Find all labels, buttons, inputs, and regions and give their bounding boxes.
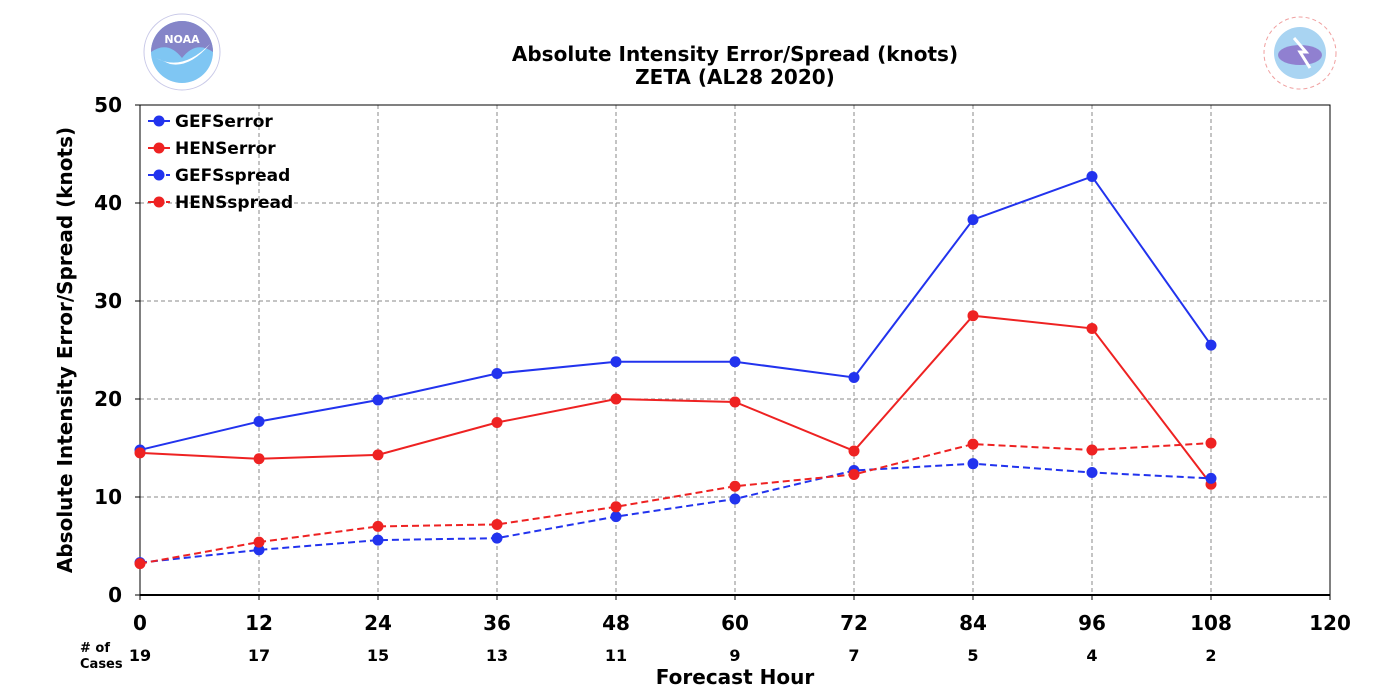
data-point [729, 493, 741, 505]
x-tick-label: 0 [133, 611, 147, 635]
x-tick-label: 60 [721, 611, 749, 635]
series-HENSerror [134, 310, 1217, 490]
svg-text:NOAA: NOAA [164, 33, 200, 46]
cases-label-line2: Cases [80, 657, 123, 672]
y-axis-label: Absolute Intensity Error/Spread (knots) [53, 127, 77, 573]
data-point [967, 310, 979, 322]
cases-row: 19 17 15 13 11 9 7 5 4 2 [129, 646, 1217, 665]
legend: GEFSerror HENSerror GEFSspread HENSspread [148, 112, 293, 213]
legend-item: GEFSspread [148, 166, 290, 186]
data-point [967, 458, 979, 470]
series-HENSspread [134, 437, 1217, 570]
y-tick-label: 30 [94, 289, 122, 313]
x-tick-label: 84 [959, 611, 987, 635]
data-point [729, 480, 741, 492]
x-tick-label: 108 [1190, 611, 1232, 635]
case-count: 2 [1205, 646, 1216, 665]
data-point [967, 214, 979, 226]
data-point [610, 501, 622, 513]
series-line [139, 462, 1212, 564]
legend-label: HENSerror [175, 139, 276, 159]
data-point [848, 468, 860, 480]
data-point [253, 544, 265, 556]
case-count: 9 [729, 646, 740, 665]
y-tick-label: 40 [94, 191, 122, 215]
data-point [372, 520, 384, 532]
legend-item: HENSspread [148, 193, 293, 213]
legend-swatch-marker [153, 169, 165, 181]
case-count: 13 [486, 646, 508, 665]
y-ticks: 0 10 20 30 40 50 [94, 93, 140, 607]
data-point [610, 356, 622, 368]
y-tick-label: 50 [94, 93, 122, 117]
x-tick-label: 120 [1309, 611, 1351, 635]
data-point [848, 371, 860, 383]
data-point [134, 558, 146, 570]
series-GEFSerror [134, 171, 1217, 456]
data-point [1086, 467, 1098, 478]
chart-title: Absolute Intensity Error/Spread (knots) [512, 42, 958, 66]
y-tick-label: 20 [94, 387, 122, 411]
x-tick-label: 96 [1078, 611, 1106, 635]
series-line [139, 175, 1212, 451]
y-tick-label: 0 [108, 583, 122, 607]
data-point [491, 417, 503, 429]
data-point [1086, 322, 1098, 334]
noaa-logo: NOAA [143, 13, 221, 91]
data-point [372, 394, 384, 406]
legend-swatch-marker [153, 196, 165, 208]
legend-swatch-marker [153, 142, 165, 154]
x-ticks: 0 12 24 36 48 60 72 84 96 108 120 [133, 595, 1351, 635]
data-point [1086, 444, 1098, 456]
case-count: 19 [129, 646, 151, 665]
grid [140, 105, 1330, 595]
case-count: 7 [848, 646, 859, 665]
legend-label: GEFSspread [175, 166, 290, 186]
x-tick-label: 72 [840, 611, 868, 635]
case-count: 17 [248, 646, 270, 665]
series-group [134, 171, 1217, 570]
series-line [139, 442, 1212, 565]
x-tick-label: 36 [483, 611, 511, 635]
data-point [1205, 339, 1217, 351]
chart-subtitle: ZETA (AL28 2020) [635, 65, 835, 89]
series-line [139, 314, 1212, 485]
data-point [491, 368, 503, 380]
x-tick-label: 12 [245, 611, 273, 635]
data-point [253, 536, 265, 548]
legend-label: HENSspread [175, 193, 293, 213]
data-point [729, 356, 741, 368]
data-point [134, 447, 146, 459]
data-point [848, 445, 860, 457]
data-point [372, 534, 384, 546]
data-point [1205, 437, 1217, 449]
data-point [491, 532, 503, 544]
legend-item: HENSerror [148, 139, 276, 159]
legend-label: GEFSerror [175, 112, 273, 132]
cases-label-line1: # of [80, 641, 110, 656]
y-tick-label: 10 [94, 485, 122, 509]
case-count: 11 [605, 646, 627, 665]
case-count: 4 [1086, 646, 1097, 665]
x-tick-label: 24 [364, 611, 392, 635]
data-point [253, 453, 265, 465]
data-point [967, 438, 979, 450]
data-point [491, 518, 503, 530]
data-point [1086, 171, 1098, 183]
data-point [1205, 472, 1217, 484]
case-count: 15 [367, 646, 389, 665]
series-GEFSspread [134, 458, 1217, 569]
data-point [610, 393, 622, 405]
x-axis-label: Forecast Hour [656, 665, 815, 689]
nws-logo [1263, 16, 1337, 90]
legend-swatch-marker [153, 115, 165, 127]
data-point [372, 449, 384, 461]
x-tick-label: 48 [602, 611, 630, 635]
data-point [610, 511, 622, 523]
data-point [729, 396, 741, 408]
data-point [253, 416, 265, 428]
case-count: 5 [967, 646, 978, 665]
legend-item: GEFSerror [148, 112, 273, 132]
